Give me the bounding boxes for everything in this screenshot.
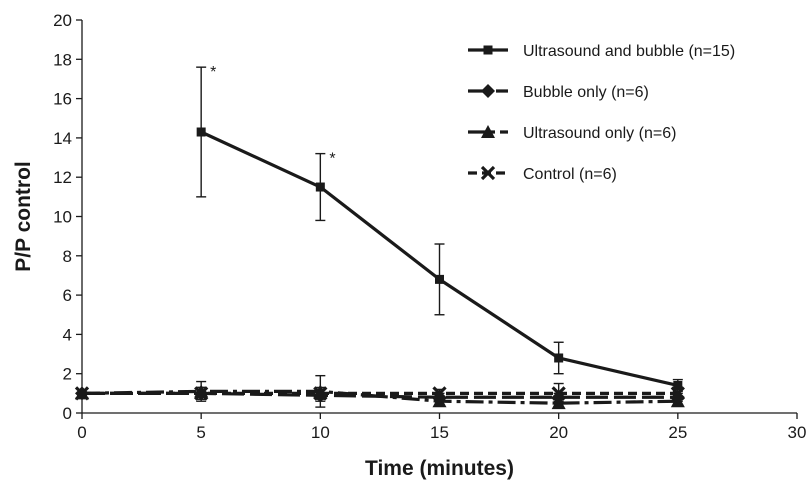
y-tick-label: 16 <box>53 90 72 109</box>
x-axis-title: Time (minutes) <box>365 457 514 480</box>
y-tick-label: 20 <box>53 11 72 30</box>
legend-label: Ultrasound only (n=6) <box>523 125 676 142</box>
y-tick-label: 10 <box>53 208 72 227</box>
y-tick-label: 18 <box>53 50 72 69</box>
y-axis-title: P/P control <box>12 161 35 271</box>
x-tick-label: 30 <box>788 423 807 442</box>
legend-swatch-marker <box>480 165 496 181</box>
plot-area: 0 2 4 6 8 10 12 14 16 18 20 0 5 10 15 20 25 30 * * <box>53 11 806 442</box>
legend-swatch-marker <box>481 125 495 138</box>
legend-swatch-marker <box>483 45 493 55</box>
x-tick-label: 20 <box>549 423 568 442</box>
significance-marker: * <box>210 64 216 81</box>
data-point <box>196 127 206 137</box>
data-point <box>432 390 447 405</box>
legend-entry-1: Ultrasound and bubble (n=15) <box>468 43 735 60</box>
legend-entry-2: Bubble only (n=6) <box>468 84 649 101</box>
x-tick-label: 15 <box>430 423 449 442</box>
data-point <box>551 390 566 405</box>
series-2 <box>75 386 685 405</box>
series-line <box>82 391 678 399</box>
y-tick-label: 14 <box>53 129 72 148</box>
y-tick-label: 12 <box>53 168 72 187</box>
y-tick-label: 8 <box>63 247 72 266</box>
legend-entry-4: Control (n=6) <box>468 165 617 183</box>
data-point <box>670 390 685 405</box>
legend: Ultrasound and bubble (n=15) Bubble only … <box>468 43 735 183</box>
series-1 <box>196 66 683 393</box>
y-tick-label: 2 <box>63 365 72 384</box>
data-point <box>673 380 683 390</box>
data-point <box>435 274 444 284</box>
legend-label: Ultrasound and bubble (n=15) <box>523 43 735 60</box>
y-tick-label: 0 <box>63 404 72 423</box>
x-tick-label: 10 <box>311 423 330 442</box>
data-point <box>75 386 89 401</box>
significance-marker: * <box>329 151 335 168</box>
legend-label: Bubble only (n=6) <box>523 84 649 101</box>
x-tick-label: 0 <box>77 423 86 442</box>
x-tick-label: 25 <box>668 423 687 442</box>
data-point <box>313 388 328 403</box>
y-tick-label: 6 <box>63 286 72 305</box>
legend-label: Control (n=6) <box>523 166 617 183</box>
data-point <box>554 353 564 363</box>
data-point <box>194 386 209 401</box>
legend-swatch-marker <box>481 84 495 98</box>
x-tick-label: 5 <box>196 423 205 442</box>
y-tick-label: 4 <box>63 325 72 344</box>
legend-entry-3: Ultrasound only (n=6) <box>468 125 676 142</box>
data-point <box>315 182 325 192</box>
series-layer <box>74 66 685 410</box>
